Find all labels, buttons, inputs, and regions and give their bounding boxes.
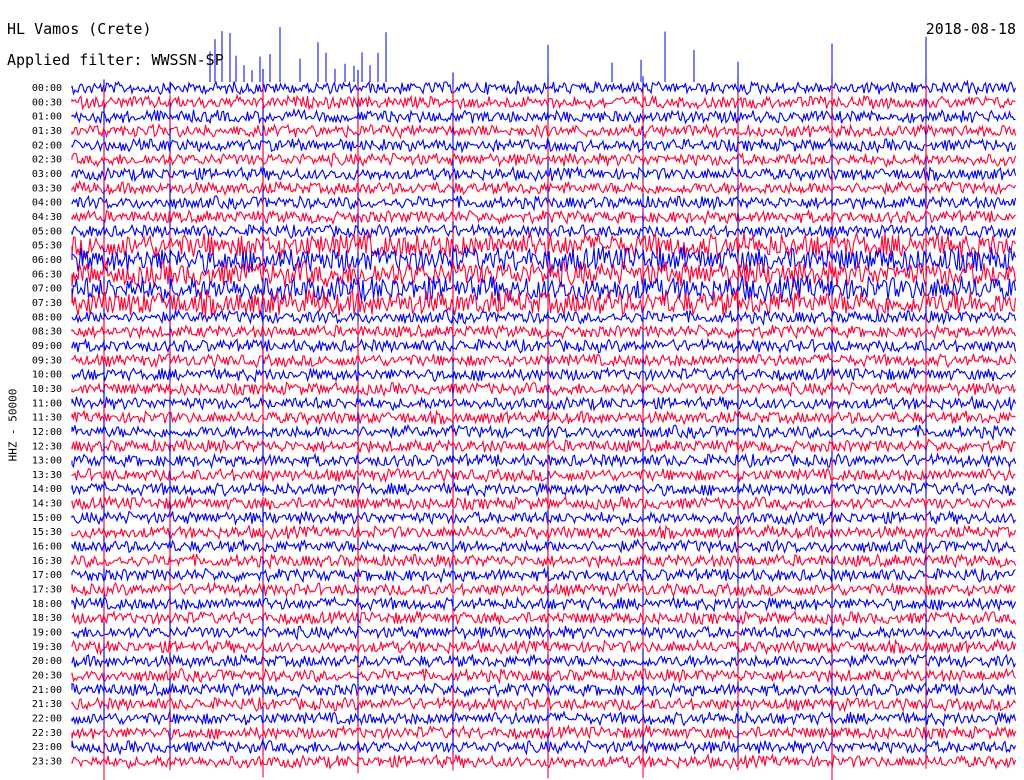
- row-label-1300: 13:00: [32, 456, 62, 467]
- trace-row-1500: [71, 501, 1016, 535]
- row-label-0400: 04:00: [32, 198, 62, 209]
- row-label-0430: 04:30: [32, 212, 62, 223]
- row-label-0630: 06:30: [32, 269, 62, 280]
- row-label-1930: 19:30: [32, 642, 62, 653]
- event-spikes: [209, 27, 927, 82]
- row-label-1200: 12:00: [32, 427, 62, 438]
- station-title: HL Vamos (Crete): [7, 20, 152, 38]
- row-label-1700: 17:00: [32, 570, 62, 581]
- row-label-0600: 06:00: [32, 255, 62, 266]
- trace-row-2330: [71, 741, 1017, 780]
- row-label-2200: 22:00: [32, 714, 62, 725]
- row-label-0100: 01:00: [32, 112, 62, 123]
- trace-row-1200: [71, 412, 1016, 452]
- row-label-0330: 03:30: [32, 183, 62, 194]
- row-label-0700: 07:00: [32, 284, 62, 295]
- row-label-2030: 20:30: [32, 671, 62, 682]
- trace-group: [71, 27, 1017, 780]
- row-label-1030: 10:30: [32, 384, 62, 395]
- row-label-0230: 02:30: [32, 155, 62, 166]
- trace-row-0030: [71, 83, 1016, 121]
- row-label-2130: 21:30: [32, 699, 62, 710]
- row-label-0130: 01:30: [32, 126, 62, 137]
- row-label-2230: 22:30: [32, 728, 62, 739]
- row-label-0730: 07:30: [32, 298, 62, 309]
- row-label-1730: 17:30: [32, 585, 62, 596]
- filter-label: Applied filter: WWSSN-SP: [7, 51, 224, 69]
- row-label-0900: 09:00: [32, 341, 62, 352]
- row-label-2300: 23:00: [32, 742, 62, 753]
- row-label-1530: 15:30: [32, 527, 62, 538]
- row-label-1130: 11:30: [32, 413, 62, 424]
- row-label-2000: 20:00: [32, 656, 62, 667]
- row-label-2100: 21:00: [32, 685, 62, 696]
- row-label-0530: 05:30: [32, 241, 62, 252]
- trace-row-1300: [71, 442, 1017, 479]
- row-label-1500: 15:00: [32, 513, 62, 524]
- row-label-1000: 10:00: [32, 370, 62, 381]
- row-label-1400: 14:00: [32, 484, 62, 495]
- trace-row-1000: [71, 357, 1017, 392]
- row-label-0830: 08:30: [32, 327, 62, 338]
- row-label-1230: 12:30: [32, 441, 62, 452]
- row-label-1630: 16:30: [32, 556, 62, 567]
- row-label-1830: 18:30: [32, 613, 62, 624]
- row-label-0030: 00:30: [32, 97, 62, 108]
- row-label-0000: 00:00: [32, 83, 62, 94]
- record-date: 2018-08-18: [925, 20, 1016, 38]
- row-label-0500: 05:00: [32, 226, 62, 237]
- row-label-1100: 11:00: [32, 398, 62, 409]
- row-tick-labels: 00:00 00:30 01:00 01:30 02:00 02:30 03:00 03:30…: [32, 83, 62, 768]
- row-label-1430: 14:30: [32, 499, 62, 510]
- row-label-0300: 03:00: [32, 169, 62, 180]
- row-label-0800: 08:00: [32, 312, 62, 323]
- row-label-2330: 23:30: [32, 757, 62, 768]
- row-label-1330: 13:30: [32, 470, 62, 481]
- row-label-1900: 19:00: [32, 628, 62, 639]
- row-label-1800: 18:00: [32, 599, 62, 610]
- row-label-0930: 09:30: [32, 355, 62, 366]
- row-label-1600: 16:00: [32, 542, 62, 553]
- row-label-0200: 02:00: [32, 140, 62, 151]
